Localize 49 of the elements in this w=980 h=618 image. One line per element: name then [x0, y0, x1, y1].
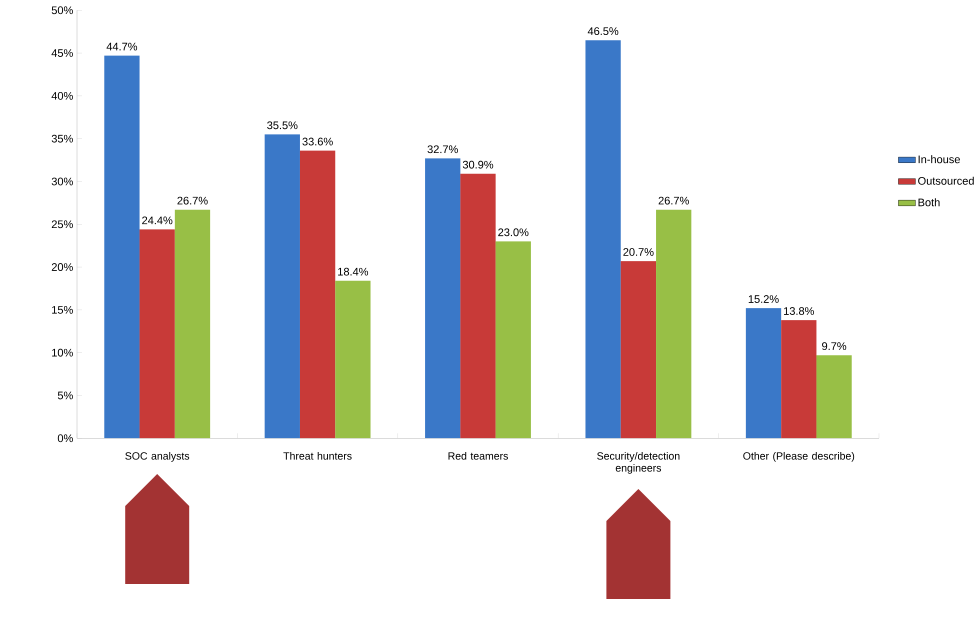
y-tick-label: 5%: [58, 392, 73, 400]
bar: [460, 174, 496, 438]
bar: [300, 150, 336, 438]
x-tick-label: Security/detection engineers: [597, 452, 680, 474]
bar: [746, 308, 782, 438]
y-tick-label: 30%: [52, 178, 73, 186]
data-label: 35.5%: [267, 121, 298, 130]
y-tick-label: 20%: [52, 263, 73, 271]
x-tick-label: SOC analysts: [125, 452, 190, 462]
bar: [104, 56, 140, 438]
data-label: 44.7%: [106, 42, 138, 50]
y-tick-label: 25%: [52, 220, 73, 228]
bar: [781, 320, 816, 438]
data-label: 9.7%: [822, 342, 846, 350]
bar: [140, 229, 175, 438]
bar: [620, 261, 656, 438]
bar: [656, 210, 692, 438]
data-label: 23.0%: [498, 228, 528, 236]
y-tick-label: 45%: [52, 49, 73, 57]
data-label: 32.7%: [428, 145, 458, 154]
legend-label: Outsourced: [918, 176, 974, 185]
data-label: 24.4%: [142, 216, 172, 224]
data-label: 20.7%: [623, 248, 654, 256]
data-label: 26.7%: [177, 196, 208, 205]
data-label: 30.9%: [462, 160, 494, 169]
x-tick-label: Red teamers: [448, 452, 508, 460]
bar: [174, 210, 210, 438]
bar: [496, 241, 531, 438]
data-label: 13.8%: [784, 307, 814, 315]
y-tick-label: 10%: [52, 348, 73, 357]
bar: [264, 134, 300, 438]
y-tick-label: 40%: [52, 92, 73, 100]
legend-label: Both: [918, 198, 940, 206]
data-label: 33.6%: [302, 138, 333, 146]
y-tick-label: 0%: [58, 434, 73, 442]
bar: [816, 355, 852, 438]
y-tick-label: 15%: [52, 306, 73, 314]
bar: [335, 280, 371, 438]
bar: [425, 158, 460, 438]
x-tick-label: Threat hunters: [283, 452, 352, 460]
y-tick-label: 35%: [52, 134, 73, 143]
data-label: 46.5%: [588, 27, 618, 36]
legend-label: In-house: [918, 155, 960, 164]
bar: [585, 40, 621, 438]
data-label: 15.2%: [748, 295, 779, 303]
data-label: 18.4%: [338, 268, 368, 276]
data-label: 26.7%: [658, 196, 689, 205]
x-tick-label: Other (Please describe): [743, 452, 854, 462]
y-tick-label: 50%: [52, 6, 73, 14]
